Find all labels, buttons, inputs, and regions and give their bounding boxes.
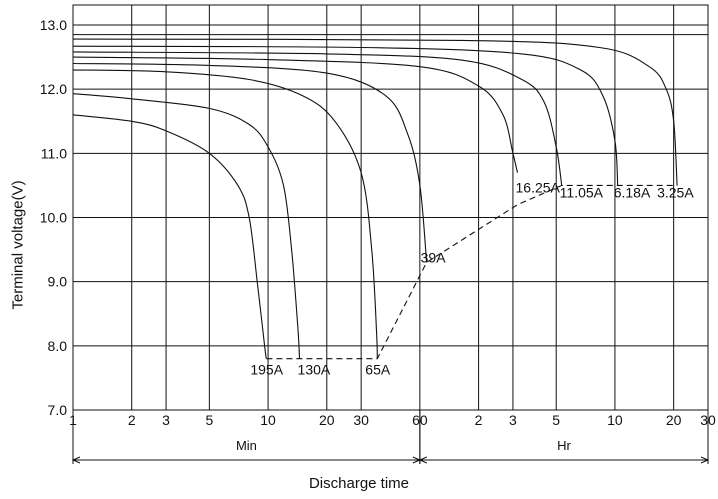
x-tick-label: 3	[509, 412, 517, 428]
curve-label: 195A	[250, 362, 283, 378]
discharge-curve	[72, 62, 428, 263]
x-tick-label: 2	[128, 412, 136, 428]
discharge-curve	[72, 45, 619, 186]
x-tick-label: 30	[353, 412, 369, 428]
cutoff-voltage-line	[266, 184, 678, 360]
discharge-curves	[72, 38, 678, 360]
y-tick-label: 12.0	[40, 81, 67, 97]
x-tick-label: 20	[319, 412, 335, 428]
x-tick-label: 2	[475, 412, 483, 428]
curve-label: 11.05A	[560, 184, 604, 200]
curve-label: 130A	[298, 362, 331, 378]
x-tick-label: 3	[162, 412, 170, 428]
curve-label: 6.18A	[614, 184, 651, 200]
time-bands: Min Hr	[71, 410, 710, 464]
discharge-curve	[72, 51, 563, 186]
band-arrow	[71, 456, 81, 464]
y-tick-label: 13.0	[40, 17, 67, 33]
x-tick-label: 20	[666, 412, 682, 428]
band-arrow	[700, 456, 710, 464]
y-tick-label: 8.0	[48, 338, 68, 354]
curve-label: 3.25A	[657, 184, 694, 200]
band-label: Min	[236, 438, 257, 453]
plot-frame	[72, 4, 709, 411]
curve-label: 65A	[365, 362, 391, 378]
x-axis-label: Discharge time	[308, 475, 410, 492]
x-tick-label: 10	[607, 412, 623, 428]
grid	[72, 4, 709, 411]
y-tick-label: 10.0	[40, 210, 67, 226]
discharge-curve	[72, 38, 678, 186]
curve-label: 39A	[421, 249, 447, 265]
x-tick-label: 5	[552, 412, 560, 428]
y-tick-label: 9.0	[48, 274, 68, 290]
x-tick-label: 10	[260, 412, 276, 428]
curve-label: 16.25A	[516, 180, 561, 196]
discharge-curve	[72, 93, 301, 359]
tick-labels: 7.08.09.010.011.012.013.0123510203060235…	[40, 17, 716, 428]
band-label: Hr	[557, 438, 571, 453]
discharge-curve	[72, 69, 378, 359]
discharge-curve	[72, 56, 519, 173]
y-tick-label: 11.0	[41, 145, 67, 161]
curve-labels: 195A 130A 65A 39A 16.25A 11.05A 6.18A 3.25A	[250, 180, 694, 378]
y-tick-label: 7.0	[48, 402, 68, 418]
y-axis-label: Terminal voltage(V)	[9, 180, 27, 310]
discharge-curve	[72, 114, 267, 359]
x-tick-label: 5	[205, 412, 213, 428]
band-arrow	[418, 456, 428, 464]
